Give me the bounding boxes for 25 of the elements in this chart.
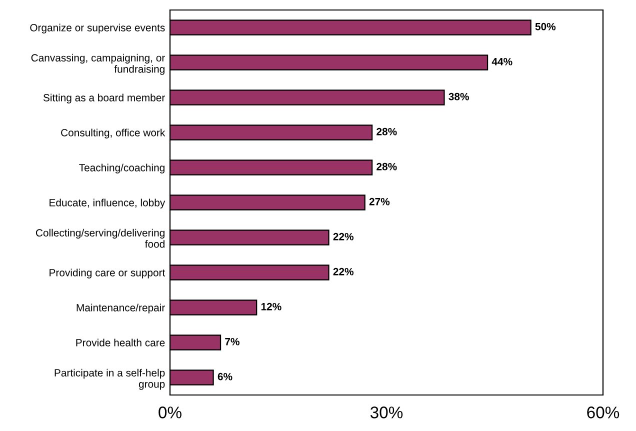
y-tick-label: Collecting/serving/delivering food	[36, 228, 164, 248]
data-label: 38%	[448, 92, 469, 100]
y-tick-label: Maintenance/repair	[76, 304, 165, 314]
data-label: 6%	[218, 372, 232, 380]
data-label: 12%	[261, 302, 282, 310]
y-tick-label: Sitting as a board member	[43, 94, 165, 104]
x-tick-label: 60%	[587, 406, 620, 418]
y-tick-label: Educate, influence, lobby	[50, 198, 166, 208]
x-tick-label: 0%	[158, 406, 182, 418]
y-tick-label: Organize or supervise events	[30, 24, 165, 34]
y-tick-label: Teaching/coaching	[79, 164, 164, 174]
y-tick-label: Participate in a self-help group	[54, 368, 165, 390]
y-tick-label: Provide health care	[76, 338, 165, 346]
data-label: 28%	[376, 162, 397, 170]
y-tick-label: Consulting, office work	[61, 128, 166, 138]
data-label: 22%	[333, 232, 354, 240]
data-label: 22%	[333, 268, 354, 276]
y-tick-label: Canvassing, campaigning, or fundraising	[31, 54, 165, 75]
data-label: 27%	[369, 198, 390, 206]
data-label: 7%	[225, 338, 240, 346]
y-tick-label: Providing care or support	[50, 268, 166, 278]
data-label: 28%	[376, 128, 397, 136]
x-tick-label: 30%	[370, 406, 403, 418]
data-label: 50%	[535, 22, 556, 30]
data-label: 44%	[492, 58, 512, 66]
